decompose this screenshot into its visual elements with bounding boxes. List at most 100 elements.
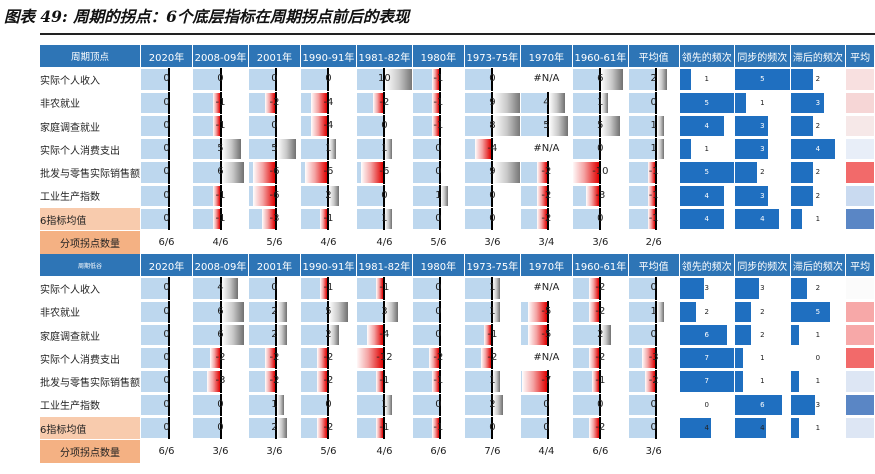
zero-axis [383,417,386,440]
value-bar-cell: -1 [356,417,412,440]
average-cell [846,370,875,394]
zero-axis [167,208,170,231]
frequency-value: 2 [815,191,821,200]
empty-cell [846,440,875,464]
column-header: 1970年 [520,45,573,69]
frequency-bar [679,348,735,369]
base-bar [628,394,658,416]
indicator-label: 6指标均值 [40,417,141,441]
base-bar [300,92,314,113]
value-cell: 5 [572,114,629,139]
value-bar-cell: 0 [464,68,520,91]
base-bar [628,139,658,160]
value-bar-cell: 1 [628,300,679,323]
indicator-row: 家庭调查就业 0 -1 0 -4 0 -1 8 5 5 1 4 3 2 [40,114,875,139]
zero-axis [219,114,222,138]
zero-axis [219,208,222,231]
base-bar [572,185,590,207]
frequency-bar [679,139,691,160]
cell-value: #N/A [533,282,560,294]
zero-axis [491,417,494,440]
value-bar-cell: -2 [520,208,572,231]
zero-axis [655,184,658,208]
zero-axis [599,161,602,184]
base-bar [628,278,658,299]
zero-axis [655,114,658,138]
trough-table: 周期低谷 2020年 2008-09年 2001年 1990-91年 1981-82年 19… [40,254,875,464]
value-cell: -2 [520,161,573,185]
average-color-block [846,209,874,230]
value-bar-cell: -7 [520,370,572,393]
base-bar [464,371,494,392]
negative-bar [206,371,220,392]
base-bar [520,324,530,346]
value-cell: 0 [141,91,193,115]
frequency-bar [735,394,783,416]
value-cell: -2 [300,347,357,371]
zero-axis [327,277,330,300]
zero-axis [275,323,278,347]
value-bar-cell: 2 [628,68,679,91]
base-bar [356,418,382,439]
frequency-bar [735,371,744,392]
average-cell [846,208,875,232]
value-cell: #N/A [520,277,573,301]
value-bar-cell: 0 [193,417,248,440]
column-header: 领先的频次 [679,254,736,278]
value-bar-cell: 4 [193,277,248,300]
value-cell: 1 [464,370,521,394]
frequency-value: 0 [815,354,821,363]
value-bar-cell: -1 [193,114,248,138]
frequency-cell: 1 [735,347,791,371]
base-bar [248,301,278,322]
cell-value: 0 [163,398,170,410]
positive-bar [329,301,349,322]
frequency-value: 2 [815,168,821,177]
zero-axis [439,184,442,208]
value-cell: 0 [628,417,680,441]
cell-value: 0 [217,422,224,434]
cell-value: 0 [489,213,496,225]
base-bar [248,278,278,299]
frequency-cell: 5 [679,91,736,115]
average-color-block [846,185,874,207]
value-cell: #N/A [520,347,573,371]
zero-axis [439,161,442,184]
value-bar-cell: 0 [464,208,520,231]
frequency-bar [790,209,802,230]
value-cell: 2 [628,68,680,92]
negative-bar [484,324,492,346]
frequency-cell: 4 [790,138,847,162]
average-cell [846,114,875,139]
average-color-block [846,139,874,160]
indicator-row: 实际个人消费支出 0 -2 -2 -2 -12 -2 -2 #N/A -2 -3 7 1 0 [40,347,875,371]
average-color-block [846,162,874,183]
base-bar [412,92,438,113]
value-cell: 0 [628,393,680,418]
positive-bar [493,92,520,113]
base-bar [464,139,478,160]
frequency-cell: 2 [790,68,847,92]
value-bar-cell: 0 [141,347,192,370]
value-bar-cell: -2 [520,161,572,184]
base-bar [141,115,170,137]
frequency-bar [679,92,735,113]
positive-bar [657,115,665,137]
negative-bar [522,371,548,392]
base-bar [356,301,386,322]
value-bar-cell: 0 [412,161,464,184]
value-cell: 8 [464,114,521,139]
zero-axis [219,323,222,347]
positive-bar [601,92,609,113]
value-cell: #N/A [520,138,573,162]
value-cell: -1 [412,417,465,441]
positive-bar [385,139,393,160]
zero-axis [219,393,222,417]
frequency-value: 0 [704,400,710,409]
frequency-cell: 3 [735,138,791,162]
cell-value: 5 [325,305,332,317]
value-cell: 2 [248,323,301,348]
value-cell: -1 [356,277,413,301]
value-bar-cell: 0 [572,208,628,231]
empty-cell [679,231,736,255]
